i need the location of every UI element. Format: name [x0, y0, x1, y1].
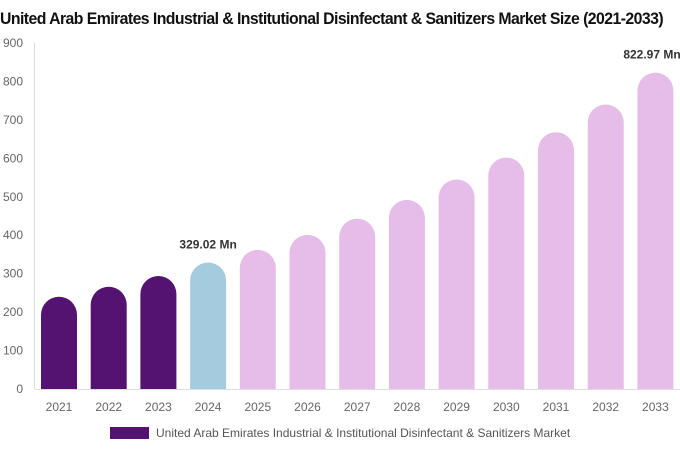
- bar-2028: [388, 199, 425, 389]
- legend: United Arab Emirates Industrial & Instit…: [110, 426, 570, 440]
- bar-2027: [339, 218, 376, 389]
- y-tick-label: 0: [16, 382, 23, 396]
- bar-2023: [140, 275, 177, 389]
- bar-2033: [637, 72, 674, 389]
- x-tick-label: 2025: [244, 400, 271, 414]
- chart-title: United Arab Emirates Industrial & Instit…: [0, 9, 664, 28]
- x-tick-label: 2024: [195, 400, 222, 414]
- legend-swatch: [110, 427, 149, 439]
- bar-2022: [90, 286, 127, 389]
- bar-2025: [239, 249, 276, 389]
- x-tick-label: 2028: [394, 400, 421, 414]
- x-tick-label: 2022: [95, 400, 122, 414]
- x-tick-label: 2029: [443, 400, 470, 414]
- y-tick-label: 300: [3, 267, 23, 281]
- x-tick-label: 2032: [592, 400, 619, 414]
- x-tick-label: 2031: [543, 400, 570, 414]
- bar-2029: [438, 179, 475, 389]
- x-tick-label: 2021: [46, 400, 73, 414]
- bar-2032: [587, 104, 624, 389]
- x-tick-label: 2033: [642, 400, 669, 414]
- bar-2024: [190, 262, 227, 389]
- y-tick-label: 500: [3, 190, 23, 204]
- data-label: 822.97 Mn: [623, 48, 680, 62]
- bar-2026: [289, 234, 326, 389]
- y-tick-label: 700: [3, 113, 23, 127]
- y-tick-label: 800: [3, 74, 23, 88]
- x-tick-label: 2023: [145, 400, 172, 414]
- y-tick-label: 200: [3, 305, 23, 319]
- y-tick-label: 400: [3, 228, 23, 242]
- data-label: 329.02 Mn: [179, 238, 236, 252]
- y-tick-label: 600: [3, 151, 23, 165]
- x-tick-label: 2027: [344, 400, 371, 414]
- legend-label: United Arab Emirates Industrial & Instit…: [156, 426, 571, 440]
- x-tick-label: 2026: [294, 400, 321, 414]
- x-tick-label: 2030: [493, 400, 520, 414]
- y-tick-label: 100: [3, 344, 23, 358]
- y-tick-label: 900: [3, 36, 23, 50]
- bar-2030: [488, 157, 525, 389]
- bar-2031: [538, 132, 574, 390]
- bar-2021: [41, 296, 77, 389]
